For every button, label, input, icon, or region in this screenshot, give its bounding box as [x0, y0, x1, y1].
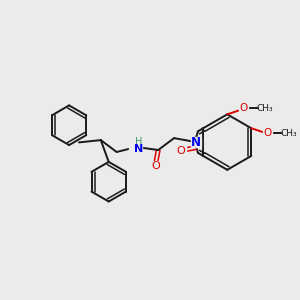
Text: O: O	[263, 128, 271, 138]
Text: O: O	[239, 103, 247, 113]
Bar	[128, 137, 142, 151]
Text: N: N	[134, 144, 143, 154]
Bar	[262, 129, 272, 138]
Text: H: H	[135, 137, 142, 147]
Text: CH₃: CH₃	[256, 104, 273, 113]
Bar	[238, 104, 247, 113]
Text: O: O	[176, 146, 185, 156]
Bar	[176, 146, 186, 155]
Text: O: O	[151, 161, 160, 171]
Bar	[191, 137, 201, 147]
Bar	[150, 161, 160, 171]
Text: CH₃: CH₃	[280, 129, 297, 138]
Text: N: N	[191, 136, 201, 148]
